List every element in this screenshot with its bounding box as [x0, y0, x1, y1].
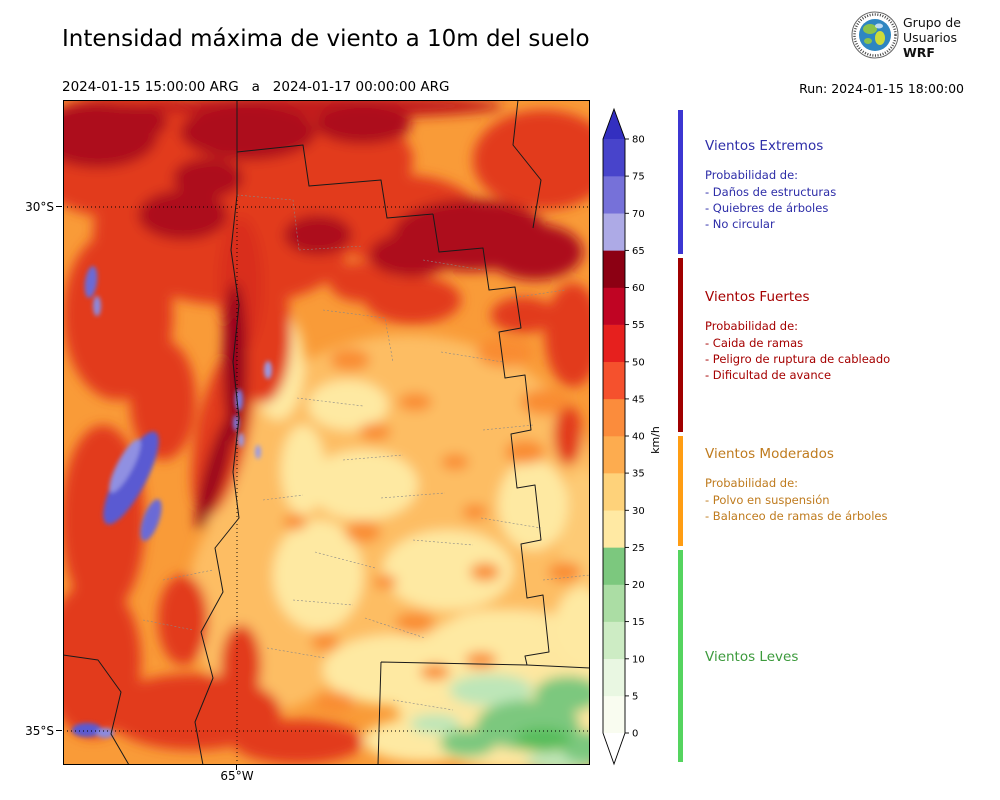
wrf-logo — [851, 11, 899, 59]
legend-section-extremos: Vientos Extremos Probabilidad de: - Daño… — [705, 138, 965, 232]
svg-text:0: 0 — [632, 729, 638, 740]
lon-tick-65w — [236, 765, 237, 770]
legend-bar-moderados — [678, 436, 683, 546]
svg-text:50: 50 — [632, 357, 645, 368]
lon-label-65w: 65°W — [220, 769, 254, 783]
colorbar-tickmarks — [625, 138, 629, 734]
svg-text:35: 35 — [632, 469, 645, 480]
legend-prob-label: Probabilidad de: — [705, 168, 799, 182]
legend-bar-fuertes — [678, 258, 683, 432]
legend-item: - Caida de ramas — [705, 336, 804, 350]
legend-title-fuertes: Vientos Fuertes — [705, 289, 810, 305]
svg-text:40: 40 — [632, 432, 645, 443]
legend-section-moderados: Vientos Moderados Probabilidad de: - Pol… — [705, 446, 965, 524]
page-title: Intensidad máxima de viento a 10m del su… — [62, 26, 590, 52]
svg-text:65: 65 — [632, 246, 645, 257]
svg-text:25: 25 — [632, 543, 645, 554]
svg-text:15: 15 — [632, 617, 645, 628]
colorbar-unit-label: km/h — [649, 426, 662, 454]
legend-item: - Quiebres de árboles — [705, 201, 829, 215]
legend-item: - Polvo en suspensión — [705, 493, 830, 507]
svg-text:80: 80 — [632, 135, 645, 146]
model-run-timestamp: Run: 2024-01-15 18:00:00 — [799, 81, 964, 96]
svg-text:10: 10 — [632, 654, 645, 665]
svg-text:45: 45 — [632, 394, 645, 405]
department-borders — [142, 194, 590, 711]
legend-item: - Daños de estructuras — [705, 185, 837, 199]
legend-section-leves: Vientos Leves — [705, 649, 965, 679]
legend-prob-label: Probabilidad de: — [705, 319, 799, 333]
legend-bar-extremos — [678, 110, 683, 254]
svg-text:55: 55 — [632, 320, 645, 331]
logo-text-line1: Grupo de — [903, 15, 961, 30]
map-border — [63, 100, 590, 765]
logo-text-line3: WRF — [903, 45, 935, 60]
lat-label-35s: 35°S — [25, 724, 54, 738]
legend-item: - Balanceo de ramas de árboles — [705, 509, 888, 523]
colorbar-segments — [602, 107, 626, 766]
svg-text:75: 75 — [632, 172, 645, 183]
wind-speed-colorbar: 0 5 10 15 20 25 30 35 40 45 50 55 60 65 … — [602, 107, 662, 766]
legend-bar-leves — [678, 550, 683, 762]
legend-prob-label: Probabilidad de: — [705, 476, 799, 490]
weather-map — [63, 100, 590, 765]
legend-title-leves: Vientos Leves — [705, 649, 799, 665]
province-borders — [63, 100, 590, 765]
colorbar-arrow-bottom — [603, 733, 625, 764]
svg-text:60: 60 — [632, 283, 645, 294]
colorbar-arrow-top — [603, 109, 625, 139]
wind-field-blobs — [63, 100, 590, 765]
legend-section-fuertes: Vientos Fuertes Probabilidad de: - Caida… — [705, 289, 965, 383]
legend-title-extremos: Vientos Extremos — [705, 138, 824, 154]
svg-text:70: 70 — [632, 209, 645, 220]
globe-icon — [859, 19, 891, 51]
valid-time-range: 2024-01-15 15:00:00 ARG a 2024-01-17 00:… — [62, 79, 450, 95]
legend-item: - Dificultad de avance — [705, 368, 832, 382]
svg-text:30: 30 — [632, 506, 645, 517]
lat-tick-35s — [56, 730, 62, 731]
svg-text:20: 20 — [632, 580, 645, 591]
lat-label-30s: 30°S — [25, 200, 54, 214]
colorbar-tick-labels: 0 5 10 15 20 25 30 35 40 45 50 55 60 65 … — [632, 135, 645, 740]
legend-title-moderados: Vientos Moderados — [705, 446, 834, 462]
lat-tick-30s — [56, 206, 62, 207]
svg-text:5: 5 — [632, 691, 638, 702]
extreme-wind-blue-patches — [72, 266, 272, 738]
logo-text-line2: Usuarios — [903, 30, 958, 45]
legend-item: - Peligro de ruptura de cableado — [705, 352, 891, 366]
legend-item: - No circular — [705, 217, 775, 231]
logo-text: Grupo de Usuarios WRF — [903, 15, 961, 60]
